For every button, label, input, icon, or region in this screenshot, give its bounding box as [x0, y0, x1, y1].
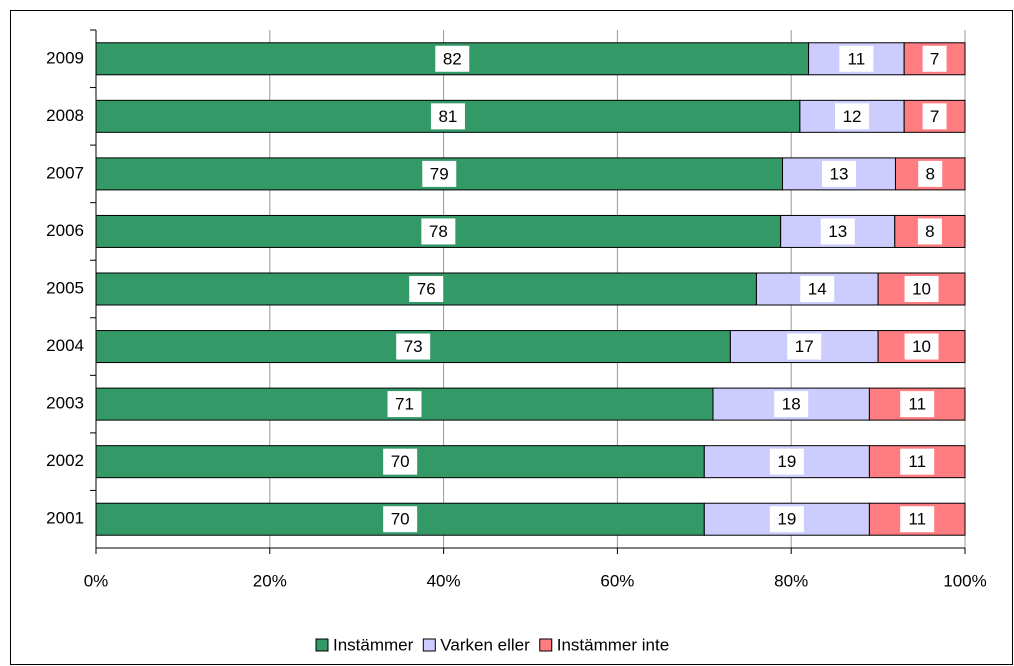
- y-tick-label: 2002: [46, 451, 84, 470]
- data-label-box: [383, 448, 418, 475]
- labels: 0% 20% 40% 60% 80% 100% 2009 82 11 7 2008 81 12 7 2007…: [46, 45, 987, 654]
- data-label: 19: [777, 510, 796, 529]
- data-label: 11: [908, 395, 926, 414]
- data-label: 13: [830, 164, 849, 183]
- bars: [95, 42, 966, 536]
- y-tick-label: 2005: [46, 278, 84, 297]
- data-label: 8: [925, 222, 934, 241]
- data-label-box: [900, 391, 935, 418]
- data-label: 76: [417, 279, 436, 298]
- data-label-box: [922, 103, 947, 130]
- data-label-box: [422, 160, 457, 187]
- y-tick-label: 2004: [46, 336, 84, 355]
- legend-swatch: [315, 638, 329, 652]
- data-label-box: [904, 333, 939, 360]
- data-label: 11: [848, 49, 866, 68]
- data-label: 7: [930, 107, 939, 126]
- data-label-box: [430, 103, 465, 130]
- data-label: 78: [429, 222, 448, 241]
- data-label: 10: [912, 337, 931, 356]
- y-tick-label: 2003: [46, 394, 84, 413]
- y-tick-label: 2007: [46, 163, 84, 182]
- data-label-box: [421, 218, 456, 245]
- data-label: 13: [828, 222, 847, 241]
- y-tick-label: 2001: [46, 509, 84, 528]
- x-tick-label: 40%: [427, 571, 461, 590]
- data-label: 18: [782, 395, 801, 414]
- legend-label: Instämmer: [333, 635, 414, 654]
- data-label: 19: [777, 452, 796, 471]
- data-label: 11: [908, 452, 926, 471]
- legend-swatch: [539, 638, 553, 652]
- data-label: 14: [808, 279, 827, 298]
- data-label-box: [409, 276, 444, 302]
- data-label-box: [774, 391, 809, 418]
- data-label: 10: [912, 279, 931, 298]
- data-label: 82: [443, 49, 462, 68]
- data-label: 71: [395, 395, 414, 414]
- data-label-box: [435, 45, 470, 72]
- data-label: 81: [438, 107, 457, 126]
- x-tick-label: 0%: [84, 571, 109, 590]
- data-label-box: [922, 45, 947, 72]
- data-label-box: [917, 218, 942, 245]
- data-label-box: [383, 506, 418, 533]
- x-tick-label: 20%: [253, 571, 287, 590]
- data-label: 70: [391, 510, 410, 529]
- legend-label: Instämmer inte: [557, 635, 669, 654]
- data-label: 11: [908, 510, 926, 529]
- data-label-box: [769, 448, 804, 475]
- data-label-box: [821, 160, 856, 187]
- x-tick-label: 80%: [774, 571, 808, 590]
- data-label-box: [835, 103, 870, 130]
- data-label-box: [800, 276, 835, 302]
- legend-label: Varken eller: [440, 635, 530, 654]
- data-label-box: [387, 391, 422, 418]
- data-label: 79: [430, 164, 449, 183]
- data-label-box: [787, 333, 822, 360]
- y-tick-label: 2006: [46, 221, 84, 240]
- data-label-box: [900, 506, 935, 533]
- x-tick-label: 60%: [600, 571, 634, 590]
- legend-swatch: [422, 638, 436, 652]
- y-tick-label: 2008: [46, 106, 84, 125]
- data-label: 12: [843, 107, 862, 126]
- data-label-box: [904, 276, 939, 302]
- data-label: 70: [391, 452, 410, 471]
- data-label-box: [900, 448, 935, 475]
- data-label: 7: [930, 49, 939, 68]
- data-label-box: [918, 160, 943, 187]
- data-label-box: [769, 506, 804, 533]
- data-label-box: [839, 45, 874, 72]
- x-tick-label: 100%: [943, 571, 986, 590]
- data-label-box: [396, 333, 431, 360]
- data-label-box: [820, 218, 855, 245]
- data-label: 73: [404, 337, 423, 356]
- data-label: 17: [795, 337, 814, 356]
- y-tick-label: 2009: [46, 48, 84, 67]
- data-label: 8: [926, 164, 935, 183]
